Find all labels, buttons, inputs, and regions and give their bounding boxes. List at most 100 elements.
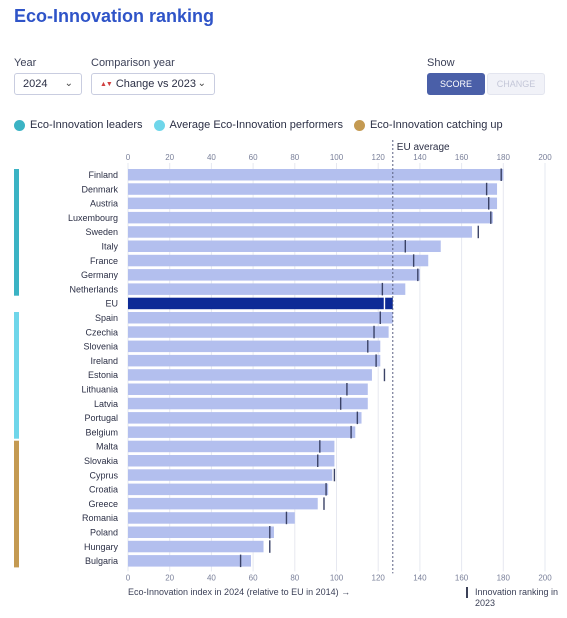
x-tick-label-bottom: 200 xyxy=(538,573,552,582)
category-label: Malta xyxy=(96,442,118,452)
category-label: Greece xyxy=(88,499,118,509)
bar xyxy=(128,297,393,310)
bar xyxy=(128,512,295,524)
group-indicator-leaders xyxy=(14,169,19,296)
category-label: France xyxy=(90,256,118,266)
category-label: Luxembourg xyxy=(68,213,118,223)
chevron-down-icon: ⌄ xyxy=(197,78,206,89)
x-tick-label-bottom: 0 xyxy=(126,573,131,582)
x-tick-label-bottom: 180 xyxy=(497,573,511,582)
category-label: Czechia xyxy=(85,327,118,337)
category-label: Ireland xyxy=(90,356,118,366)
category-label: Latvia xyxy=(94,399,118,409)
bar xyxy=(128,254,429,267)
x-tick-label-bottom: 20 xyxy=(165,573,174,582)
bar xyxy=(128,526,274,538)
bar xyxy=(128,469,333,481)
category-label: Lithuania xyxy=(81,385,118,395)
show-label: Show xyxy=(427,57,455,69)
bar xyxy=(128,540,264,553)
category-label: Poland xyxy=(90,528,118,538)
category-label: Hungary xyxy=(84,542,119,552)
x-tick-label-top: 80 xyxy=(290,153,299,162)
legend-label: Eco-Innovation leaders xyxy=(30,119,143,131)
category-label: Denmark xyxy=(81,184,118,194)
page-title: Eco-Innovation ranking xyxy=(14,6,215,26)
category-label: Netherlands xyxy=(69,284,118,294)
bar xyxy=(128,211,493,224)
bar xyxy=(128,326,389,338)
x-tick-label-top: 40 xyxy=(207,153,216,162)
score-toggle-button[interactable]: SCORE xyxy=(427,73,485,95)
category-label: Spain xyxy=(95,313,118,323)
category-label: Germany xyxy=(81,270,119,280)
bar xyxy=(128,397,368,410)
bar xyxy=(128,455,335,467)
chevron-down-icon: ⌄ xyxy=(64,78,73,89)
comparison-year-value: Change vs 2023 xyxy=(115,78,196,90)
bar xyxy=(128,283,406,295)
x-tick-label-bottom: 40 xyxy=(207,573,216,582)
bar xyxy=(128,483,329,496)
bar xyxy=(128,426,356,438)
year-select[interactable]: 2024 ⌄ xyxy=(14,73,82,95)
x-tick-label-top: 160 xyxy=(455,153,469,162)
x-tick-label-bottom: 140 xyxy=(413,573,427,582)
legend-dot xyxy=(153,119,165,131)
legend-dot xyxy=(353,119,365,131)
bar xyxy=(128,412,362,424)
bar xyxy=(128,183,498,195)
category-label: Bulgaria xyxy=(85,556,118,566)
category-label: Slovenia xyxy=(83,342,118,352)
comparison-year-select[interactable]: ▲▼ Change vs 2023 ⌄ xyxy=(91,73,215,95)
x-tick-label-bottom: 80 xyxy=(290,573,299,582)
x-tick-label-top: 20 xyxy=(165,153,174,162)
x-tick-label-bottom: 160 xyxy=(455,573,469,582)
x-tick-label-bottom: 60 xyxy=(249,573,258,582)
x-tick-label-bottom: 100 xyxy=(330,573,344,582)
category-label: Portugal xyxy=(84,413,118,423)
x-tick-label-top: 0 xyxy=(126,153,131,162)
bar xyxy=(128,369,372,381)
bar xyxy=(128,555,252,567)
x-tick-label-top: 120 xyxy=(372,153,386,162)
year-value: 2024 xyxy=(23,78,48,90)
category-label: Slovakia xyxy=(84,456,118,466)
bar xyxy=(128,197,498,210)
x-tick-label-top: 140 xyxy=(413,153,427,162)
group-indicator-catching xyxy=(14,440,19,568)
x-tick-label-top: 60 xyxy=(249,153,258,162)
legend-label: Eco-Innovation catching up xyxy=(369,119,503,131)
legend: Eco-Innovation leaders Average Eco-Innov… xyxy=(14,119,514,131)
x-tick-label-top: 200 xyxy=(538,153,552,162)
marker-legend-tick xyxy=(466,587,468,598)
bar xyxy=(128,383,368,395)
category-label: Sweden xyxy=(85,227,118,237)
bar xyxy=(128,312,393,324)
bar xyxy=(128,354,381,367)
x-axis-caption: Eco-Innovation index in 2024 (relative t… xyxy=(128,587,351,597)
legend-item-average: Average Eco-Innovation performers xyxy=(153,119,343,131)
legend-dot xyxy=(14,119,25,131)
eu-average-label: EU average xyxy=(397,142,450,153)
category-label: Estonia xyxy=(88,370,118,380)
change-toggle-button[interactable]: CHANGE xyxy=(487,73,545,95)
category-label: Finland xyxy=(88,170,118,180)
category-label: Cyprus xyxy=(89,470,118,480)
up-down-triangles-icon: ▲▼ xyxy=(100,80,113,88)
bar xyxy=(128,440,335,453)
bar xyxy=(128,226,473,238)
legend-item-leaders: Eco-Innovation leaders xyxy=(14,119,143,131)
marker-legend-label: Innovation ranking in 2023 xyxy=(475,587,559,608)
bar xyxy=(128,497,318,510)
bar xyxy=(128,169,504,181)
category-label: Belgium xyxy=(85,427,118,437)
bar xyxy=(128,340,381,353)
bar xyxy=(128,269,420,281)
x-tick-label-bottom: 120 xyxy=(372,573,386,582)
category-label: Romania xyxy=(82,513,118,523)
comparison-year-label: Comparison year xyxy=(91,57,175,69)
category-label: EU xyxy=(105,299,118,309)
x-tick-label-top: 180 xyxy=(497,153,511,162)
